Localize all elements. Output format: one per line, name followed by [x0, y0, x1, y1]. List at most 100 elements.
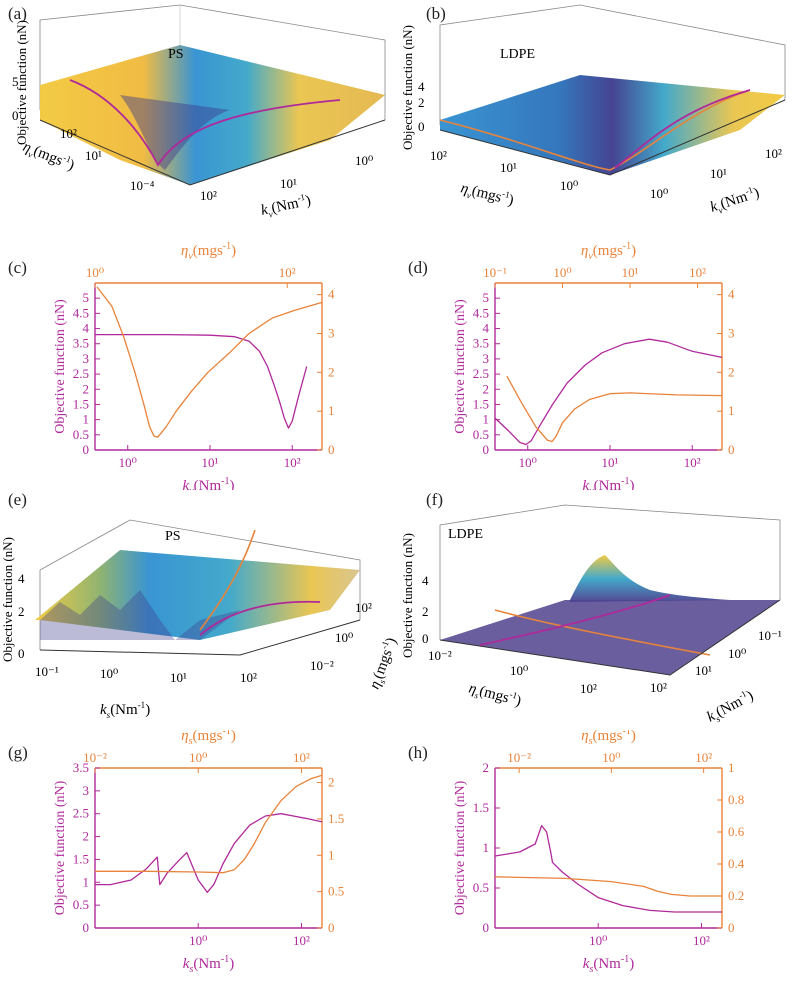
svg-text:ks(Nm-1): ks(Nm-1) [100, 700, 150, 720]
y-tick-label: 4.5 [73, 305, 89, 320]
x-axis-label: ks(Nm-1) [183, 954, 234, 975]
top-axis-label: ηv(mgs-1) [181, 241, 236, 262]
panel-b: (b) 0 2 4 Objective function (nN) LDPE 1… [400, 0, 800, 230]
x-label-f: ks(Nm-1) [703, 686, 757, 727]
y-tick-label: 0 [83, 442, 90, 457]
top-axis-label: ηs(mgs-1) [581, 730, 636, 747]
y-tick-e-2: 10⁻² [310, 658, 334, 673]
x-axis-label: kv(Nm-1) [583, 476, 635, 490]
base-axes-e [39, 619, 361, 656]
y-tick-label: 2 [483, 381, 490, 396]
x-axis-label: kv(Nm-1) [183, 476, 235, 490]
panel-e-label: (e) [8, 490, 27, 509]
x-label-e: ks(Nm-1) [100, 700, 150, 720]
svg-text:ηs(mgs-1): ηs(mgs-1) [365, 635, 400, 692]
path-line-magenta-e [199, 600, 321, 636]
y-tick-b-2: 10⁰ [560, 178, 578, 193]
z-tick-f-4: 4 [422, 573, 429, 588]
panel-c-label: (c) [8, 258, 27, 277]
y-tick-label: 4 [483, 321, 490, 336]
series-line-orange [96, 286, 323, 438]
top-tick-label: 10² [279, 265, 296, 280]
y-tick-label: 3.5 [473, 336, 489, 351]
y2-tick-label: 1 [328, 847, 335, 862]
y-tick-label: 2.5 [473, 366, 489, 381]
x-tick-b-1: 10¹ [710, 166, 727, 181]
x-tick-f-2: 10⁰ [728, 646, 746, 661]
surface-b [440, 75, 785, 175]
y-tick-label: 0 [483, 920, 490, 935]
surface-plot-e: 0 2 4 Objective function (nN) PS 10² 10⁰… [0, 519, 400, 720]
x-tick-e-2: 10¹ [170, 670, 187, 685]
x-tick-e-0: 10⁻¹ [35, 664, 59, 679]
box-frame-b [439, 4, 786, 125]
top-tick-label: 10⁰ [189, 750, 207, 765]
y-tick-label: 2.5 [73, 806, 89, 821]
y-tick-label: 3 [83, 783, 90, 798]
y-tick-label: 1.5 [473, 800, 489, 815]
y2-tick-label: 0.5 [328, 884, 344, 899]
y-tick-b-1: 10¹ [500, 160, 517, 175]
svg-text:ηs(mgs-1): ηs(mgs-1) [466, 678, 523, 711]
z-label-b: Objective function (nN) [400, 25, 415, 150]
y-tick-label: 1.5 [473, 396, 489, 411]
y-tick-a-1: 10¹ [85, 148, 102, 163]
y2-tick-label: 1 [728, 760, 735, 775]
y-tick-label: 1 [483, 840, 490, 855]
y-tick-label: 1.5 [73, 851, 89, 866]
path-line-orange-e [199, 529, 256, 631]
z-label-a: Objective function (nN) [14, 20, 29, 145]
z-label-f: Objective function (nN) [400, 533, 415, 658]
svg-text:ks(Nm-1): ks(Nm-1) [703, 686, 757, 727]
series-line-orange [95, 774, 323, 874]
y2-tick-label: 3 [728, 325, 735, 340]
y-axis-label: Objective function (nN) [53, 299, 68, 434]
panel-h-label: (h) [408, 743, 428, 762]
x-tick-b-0: 10⁰ [650, 186, 668, 201]
top-tick-label: 10⁰ [553, 265, 571, 280]
y-tick-label: 2 [483, 760, 490, 775]
y-tick-f-0: 10⁻² [428, 648, 452, 663]
surface-e [35, 550, 360, 640]
x-tick-label: 10² [693, 933, 710, 948]
series-line-magenta [494, 338, 723, 446]
y-tick-label: 0.5 [73, 897, 89, 912]
x-tick-a-0: 10⁰ [355, 153, 373, 168]
y2-tick-label: 0 [328, 442, 335, 457]
y-axis-label: Objective function (nN) [53, 780, 68, 915]
panel-a: (a) 5 0 Objective function (nN) PS 10² 1… [0, 0, 400, 230]
z-tick-b-2: 2 [418, 95, 425, 110]
y-tick-label: 5 [83, 290, 90, 305]
surface-plot-f: 0 2 4 Objective function (nN) LDPE 10⁻² … [400, 504, 782, 727]
x-tick-f-3: 10⁻¹ [758, 628, 782, 643]
y-tick-e-1: 10⁰ [335, 630, 353, 645]
z-label-e: Objective function (nN) [0, 537, 15, 662]
y2-tick-label: 0.2 [728, 888, 744, 903]
x-label-a: kv(Nm-1) [260, 192, 313, 220]
path-line-magenta-b [614, 89, 751, 169]
x-tick-e-3: 10² [240, 670, 257, 685]
y-tick-label: 2.5 [73, 366, 89, 381]
path-line-orange-b [439, 89, 751, 171]
y2-tick-label: 0.6 [728, 824, 745, 839]
top-axis-label: ηs(mgs-1) [181, 730, 236, 747]
y-tick-label: 0.5 [473, 427, 489, 442]
panel-b-label: (b) [426, 4, 446, 23]
y-tick-label: 5 [483, 290, 490, 305]
z-tick-f-2: 2 [422, 604, 429, 619]
y-label-b: ηv(mgs-1) [459, 180, 515, 209]
z-tick-e-2: 2 [18, 604, 25, 619]
top-tick-label: 10⁰ [602, 750, 620, 765]
y2-tick-label: 0.8 [728, 792, 744, 807]
line-chart-h: (h) 0 0.5 1 1.5 2 0 0.2 0.4 0.6 0.8 1 10⁰ 10² 10⁻² 10⁰ 1… [408, 726, 745, 975]
surface-plot-a: 5 0 Objective function (nN) PS 10² 10¹ 1… [12, 4, 386, 220]
x-tick-f-1: 10¹ [695, 663, 712, 678]
y-tick-label: 0 [83, 920, 90, 935]
box-frame-f [439, 504, 781, 640]
top-tick-label: 10⁰ [86, 265, 104, 280]
x-tick-label: 10⁰ [519, 455, 537, 470]
y2-tick-label: 2 [328, 364, 335, 379]
x-tick-label: 10² [284, 455, 301, 470]
y-label-f: ηs(mgs-1) [466, 678, 523, 711]
y-tick-label: 1 [83, 874, 90, 889]
